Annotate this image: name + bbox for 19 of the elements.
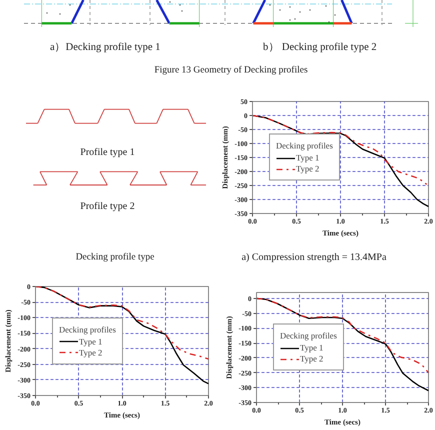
legend-title: Decking profiles — [280, 330, 337, 340]
text: Profile type 1 — [80, 147, 135, 158]
line-series — [36, 286, 208, 360]
legend-label: Type 2 — [296, 164, 320, 174]
legend-label: Type 2 — [300, 354, 324, 364]
legend-label: Type 1 — [300, 342, 324, 352]
legend-title: Decking profiles — [59, 324, 116, 334]
text: b） Decking profile type 2 — [263, 42, 377, 54]
line-series — [252, 114, 428, 186]
legend-title: Decking profiles — [276, 140, 333, 150]
text: Figure 13 Geometry of Decking profiles — [154, 65, 308, 76]
text: Profile type 2 — [80, 201, 135, 212]
text: a）Decking profile type 1 — [50, 42, 160, 54]
text: a) Compression strength = 13.4MPa — [242, 252, 386, 263]
legend-label: Type 1 — [296, 152, 320, 162]
legend-label: Type 2 — [79, 347, 102, 357]
legend-label: Type 1 — [79, 336, 102, 346]
text: Decking profile type — [76, 252, 154, 263]
line-series — [256, 298, 428, 374]
